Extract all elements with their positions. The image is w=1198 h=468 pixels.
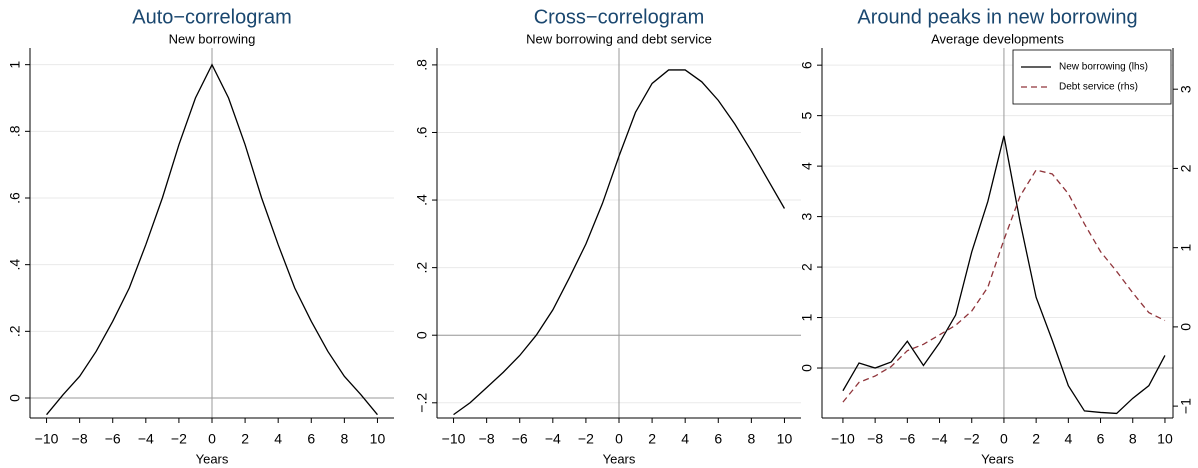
y-tick-label: 4	[799, 162, 815, 170]
y-tick-label: .8	[7, 125, 23, 137]
series-line	[46, 63, 378, 416]
x-tick-label: 6	[1097, 431, 1105, 447]
x-tick-label: 0	[1000, 431, 1008, 447]
legend-label: Debt service (rhs)	[1059, 82, 1138, 93]
y2-tick-label: 1	[1178, 244, 1194, 252]
chart-subtitle: New borrowing	[169, 31, 256, 46]
chart-subtitle: Average developments	[931, 31, 1064, 46]
x-tick-label: 10	[370, 431, 386, 447]
x-axis-label: Years	[603, 451, 636, 466]
y-tick-label: .4	[7, 259, 23, 271]
x-tick-label: 4	[681, 431, 689, 447]
x-tick-label: −2	[964, 431, 980, 447]
y-tick-label: .2	[7, 325, 23, 337]
y-tick-label: 1	[799, 313, 815, 321]
x-tick-label: −8	[479, 431, 495, 447]
y-tick-label: .8	[414, 59, 430, 71]
y-tick-label: 5	[799, 112, 815, 120]
y-tick-label: 1	[7, 61, 23, 69]
x-tick-label: 6	[307, 431, 315, 447]
x-tick-label: 10	[1157, 431, 1173, 447]
x-tick-label: 6	[714, 431, 722, 447]
x-tick-label: 8	[340, 431, 348, 447]
y-tick-label: 0	[7, 394, 23, 402]
series-line	[842, 169, 1166, 403]
x-tick-label: −4	[138, 431, 154, 447]
y2-tick-label: 0	[1178, 323, 1194, 331]
x-tick-label: 4	[274, 431, 282, 447]
x-tick-label: 0	[208, 431, 216, 447]
chart-subtitle: New borrowing and debt service	[526, 31, 712, 46]
x-tick-label: 2	[1032, 431, 1040, 447]
x-tick-label: 2	[241, 431, 249, 447]
x-tick-label: 8	[747, 431, 755, 447]
x-tick-label: −10	[442, 431, 466, 447]
x-tick-label: −10	[831, 431, 855, 447]
x-tick-label: 8	[1129, 431, 1137, 447]
y-tick-label: .2	[414, 262, 430, 274]
legend-label: New borrowing (lhs)	[1059, 62, 1148, 73]
chart-title: Around peaks in new borrowing	[857, 6, 1137, 28]
y2-tick-label: 3	[1178, 85, 1194, 93]
series-line	[453, 69, 786, 416]
y-tick-label: .4	[414, 194, 430, 206]
x-axis-label: Years	[981, 451, 1014, 466]
chart-title: Cross−correlogram	[534, 6, 705, 28]
y-tick-label: 0	[799, 364, 815, 372]
y-tick-label: 0	[414, 331, 430, 339]
series-line	[842, 135, 1166, 415]
y-tick-label: 2	[799, 263, 815, 271]
y2-tick-label: −1	[1178, 398, 1194, 414]
x-tick-label: −2	[578, 431, 594, 447]
x-tick-label: −6	[899, 431, 915, 447]
x-axis-label: Years	[196, 451, 229, 466]
y-tick-label: 3	[799, 212, 815, 220]
y-tick-label: 6	[799, 61, 815, 69]
x-tick-label: −8	[867, 431, 883, 447]
x-tick-label: −4	[545, 431, 561, 447]
x-tick-label: −6	[512, 431, 528, 447]
x-tick-label: 10	[777, 431, 793, 447]
x-tick-label: −6	[105, 431, 121, 447]
chart-title: Auto−correlogram	[132, 6, 292, 28]
x-tick-label: −4	[932, 431, 948, 447]
x-tick-label: −10	[35, 431, 59, 447]
x-tick-label: −8	[72, 431, 88, 447]
x-tick-label: −2	[171, 431, 187, 447]
legend-box	[1012, 49, 1172, 105]
y-tick-label: .6	[7, 192, 23, 204]
y-tick-label: −.2	[414, 393, 430, 413]
x-tick-label: 0	[615, 431, 623, 447]
y-tick-label: .6	[414, 126, 430, 138]
x-tick-label: 2	[648, 431, 656, 447]
x-tick-label: 4	[1064, 431, 1072, 447]
y2-tick-label: 2	[1178, 164, 1194, 172]
